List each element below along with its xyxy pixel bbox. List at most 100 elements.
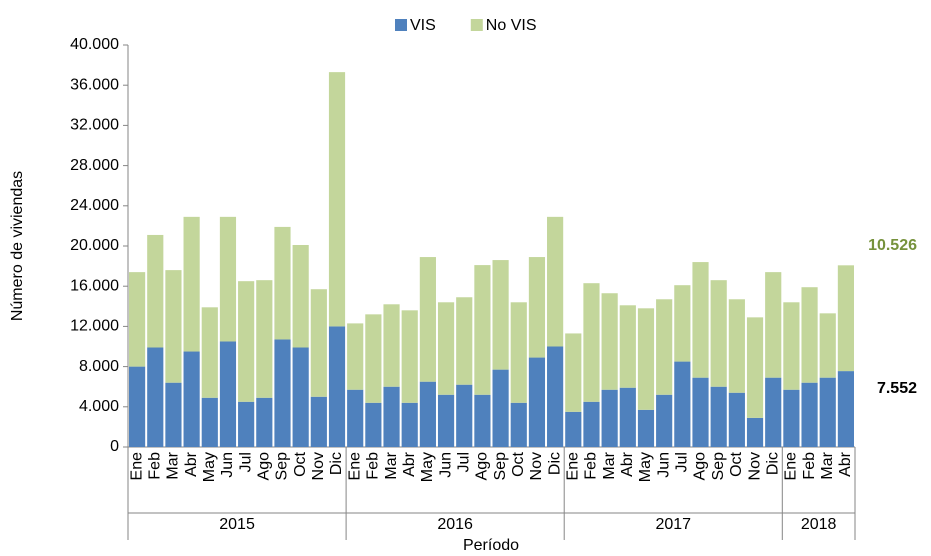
x-tick-label: Jul <box>674 452 691 472</box>
bar-segment <box>746 417 764 447</box>
bar-segment <box>292 244 309 348</box>
x-tick-label: Jul <box>237 452 254 472</box>
bar-segment <box>183 216 200 352</box>
x-tick-label: Mar <box>819 451 836 479</box>
bar-segment <box>238 401 255 447</box>
bar-segment <box>565 411 582 447</box>
y-tick-label: 20.000 <box>70 237 119 254</box>
bar-segment <box>837 371 854 447</box>
x-tick-label: Abr <box>183 451 200 477</box>
x-tick-label: Ene <box>565 452 582 481</box>
bar-segment <box>583 401 600 447</box>
bar-segment <box>619 305 636 388</box>
bar-segment <box>419 381 436 447</box>
x-tick-label: Sep <box>710 452 727 481</box>
x-tick-label: Nov <box>746 452 763 480</box>
bar-segment <box>238 281 255 402</box>
bar-segment <box>437 394 455 447</box>
bar-segment <box>328 72 346 327</box>
x-tick-label: Jun <box>219 452 236 478</box>
x-tick-label: Ago <box>256 452 273 481</box>
bar-segment <box>419 257 436 382</box>
bar-segment <box>674 285 691 362</box>
bar-segment <box>510 402 527 447</box>
y-tick-label: 24.000 <box>70 197 119 214</box>
x-tick-label: Mar <box>383 451 400 479</box>
x-tick-label: Oct <box>728 451 745 476</box>
bar-segment <box>292 347 309 447</box>
bar-segment <box>528 357 546 447</box>
bar-segment <box>819 313 836 378</box>
bar-segment <box>365 402 382 447</box>
bar-segment <box>274 226 291 340</box>
bar-segment <box>401 310 418 403</box>
bar-segment <box>201 397 218 447</box>
bar-segment <box>692 377 709 447</box>
bar-segment <box>456 297 473 385</box>
bar-segment <box>256 397 273 447</box>
bar-segment <box>474 265 491 395</box>
x-tick-label: Nov <box>310 452 327 480</box>
x-tick-label: Dic <box>764 452 781 475</box>
x-axis-title: Período <box>463 537 519 554</box>
x-tick-label: Sep <box>274 452 291 481</box>
x-tick-label: Feb <box>583 452 600 480</box>
value-label: 7.552 <box>877 380 917 397</box>
bar-segment <box>728 392 745 447</box>
bar-segment <box>619 387 636 447</box>
group-label: 2016 <box>437 516 473 533</box>
bar-segment <box>147 234 164 348</box>
x-tick-label: May <box>201 452 218 482</box>
legend-label: VIS <box>410 17 436 34</box>
bar-segment <box>147 347 164 447</box>
bar-segment <box>492 260 509 370</box>
bar-segment <box>219 341 237 447</box>
bar-segment <box>601 293 618 390</box>
y-tick-label: 4.000 <box>79 398 119 415</box>
legend-swatch <box>470 19 483 31</box>
x-tick-label: Ago <box>474 452 491 481</box>
bar-segment <box>637 409 655 447</box>
bar-segment <box>801 287 818 383</box>
bar-segment <box>201 307 218 398</box>
bar-segment <box>310 396 327 447</box>
bar-segment <box>674 361 691 447</box>
bar-segment <box>274 339 291 447</box>
x-tick-label: Dic <box>546 452 563 475</box>
x-tick-label: Ene <box>346 452 363 481</box>
group-label: 2017 <box>655 516 691 533</box>
bar-segment <box>692 262 709 378</box>
bar-segment <box>728 299 745 393</box>
x-tick-label: Abr <box>837 451 854 477</box>
bar-segment <box>547 346 564 447</box>
bar-segment <box>129 366 146 447</box>
bar-segment <box>456 384 473 447</box>
bar-segment <box>492 369 509 447</box>
bar-segment <box>437 302 455 395</box>
bar-segment <box>165 270 182 383</box>
bar-segment <box>129 272 146 367</box>
bar-segment <box>383 386 400 447</box>
bar-segment <box>710 386 727 447</box>
bar-segment <box>347 389 364 447</box>
bar-segment <box>510 302 527 403</box>
bar-segment <box>656 299 673 395</box>
bar-segment <box>746 317 764 418</box>
x-tick-label: Feb <box>365 452 382 480</box>
y-tick-label: 40.000 <box>70 36 119 53</box>
bar-segment <box>801 382 818 447</box>
x-tick-label: Jun <box>655 452 672 478</box>
x-tick-label: Jul <box>455 452 472 472</box>
x-tick-label: Abr <box>619 451 636 477</box>
bar-segment <box>710 280 727 387</box>
y-tick-label: 12.000 <box>70 318 119 335</box>
bar-segment <box>310 289 327 397</box>
bar-segment <box>637 308 655 410</box>
x-tick-label: Feb <box>801 452 818 480</box>
x-tick-label: Nov <box>528 452 545 480</box>
y-tick-label: 36.000 <box>70 76 119 93</box>
bar-segment <box>601 389 618 447</box>
bar-segment <box>837 265 854 372</box>
bar-segment <box>765 272 782 378</box>
